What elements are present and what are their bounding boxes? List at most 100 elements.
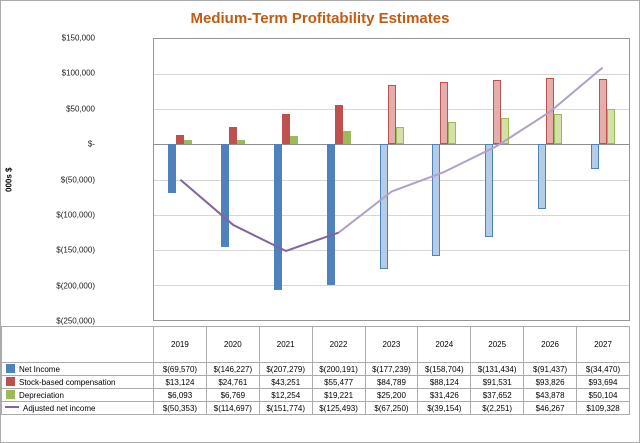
bar-net-income-2022 — [326, 144, 335, 285]
y-axis-tick-labels: $150,000 $100,000 $50,000 $- $(50,000) $(100,… — [1, 34, 97, 326]
cell-depreciation-2019: $6,093 — [153, 388, 207, 402]
legend-label: Net Income — [19, 365, 60, 374]
cell-depreciation-2020: $6,769 — [205, 388, 260, 402]
adjusted-net-income-line-layer — [154, 39, 629, 320]
gridline — [154, 74, 629, 76]
legend-stock-based-compensation: Stock-based compensation — [1, 375, 154, 389]
cell-adjusted-net-income-2019: $(50,353) — [153, 401, 207, 415]
zero-axis-line — [154, 144, 629, 146]
bars-layer — [154, 39, 629, 320]
legend-depreciation: Depreciation — [1, 388, 154, 402]
cell-stock-based-compensation-2020: $24,761 — [205, 375, 260, 389]
cell-net-income-2027: $(34,470) — [576, 362, 630, 376]
bar-depreciation-2025 — [501, 117, 510, 145]
cell-depreciation-2024: $31,426 — [417, 388, 472, 402]
bar-net-income-2025 — [485, 144, 494, 237]
cell-adjusted-net-income-2024: $(39,154) — [417, 401, 472, 415]
y-tick-label: $100,000 — [61, 68, 95, 78]
y-tick-label: $(250,000) — [56, 316, 95, 326]
cell-net-income-2022: $(200,191) — [311, 362, 366, 376]
bar-stock-based-compensation-2021 — [281, 113, 290, 145]
depreciation-legend-key-icon — [6, 390, 15, 399]
bar-net-income-2026 — [537, 144, 546, 209]
cell-stock-based-compensation-2024: $88,124 — [417, 375, 472, 389]
bar-depreciation-2022 — [342, 130, 351, 145]
cell-adjusted-net-income-2022: $(125,493) — [311, 401, 366, 415]
cell-net-income-2025: $(131,434) — [470, 362, 525, 376]
legend-label: Adjusted net income — [23, 403, 96, 413]
cell-adjusted-net-income-2020: $(114,697) — [205, 401, 260, 415]
chart-region: 000s $ $150,000 $100,000 $50,000 $- $(50,000… — [1, 34, 639, 326]
adjusted-net-income-line-actual — [180, 180, 338, 251]
bar-stock-based-compensation-2022 — [334, 105, 343, 145]
cell-stock-based-compensation-2025: $91,531 — [470, 375, 525, 389]
gridline — [154, 284, 629, 286]
year-header-2019: 2019 — [153, 326, 207, 363]
cell-adjusted-net-income-2025: $(2,251) — [470, 401, 525, 415]
bar-depreciation-2027 — [606, 109, 615, 145]
cell-depreciation-2022: $19,221 — [311, 388, 366, 402]
y-tick-label: $150,000 — [61, 33, 95, 43]
bar-net-income-2027 — [590, 144, 599, 169]
legend-net-income: Net Income — [1, 362, 154, 376]
bar-stock-based-compensation-2023 — [387, 84, 396, 145]
adjusted-net-income-line-estimate — [339, 68, 603, 233]
table-row-net-income: Net Income $(69,570) $(146,227) $(207,279) $… — [1, 362, 630, 376]
bar-stock-based-compensation-2025 — [493, 80, 502, 145]
year-header-2022: 2022 — [311, 326, 366, 363]
data-table: 2019 2020 2021 2022 2023 2024 2025 2026 2027 Net … — [1, 326, 630, 415]
legend-label: Stock-based compensation — [19, 378, 116, 387]
cell-net-income-2021: $(207,279) — [258, 362, 313, 376]
bar-stock-based-compensation-2020 — [229, 126, 238, 145]
cell-stock-based-compensation-2022: $55,477 — [311, 375, 366, 389]
bar-net-income-2023 — [379, 144, 388, 269]
chart-title: Medium-Term Profitability Estimates — [190, 10, 450, 27]
bar-stock-based-compensation-2027 — [598, 78, 607, 145]
net-income-legend-key-icon — [6, 364, 15, 373]
bar-stock-based-compensation-2024 — [440, 82, 449, 145]
bar-net-income-2021 — [273, 144, 282, 290]
year-header-2024: 2024 — [417, 326, 472, 363]
gridline — [154, 214, 629, 216]
bar-depreciation-2024 — [448, 122, 457, 145]
table-row-stock-based-compensation: Stock-based compensation $13,124 $24,761 $4… — [1, 375, 630, 389]
bar-net-income-2019 — [168, 144, 177, 194]
y-tick-label: $- — [87, 139, 95, 149]
legend-label: Depreciation — [19, 391, 64, 400]
bar-net-income-2020 — [221, 144, 230, 248]
y-tick-label: $50,000 — [66, 104, 95, 114]
stock-based-compensation-legend-key-icon — [6, 377, 15, 386]
cell-depreciation-2021: $12,254 — [258, 388, 313, 402]
cell-depreciation-2026: $43,878 — [523, 388, 577, 402]
bar-depreciation-2023 — [395, 126, 404, 145]
cell-adjusted-net-income-2027: $109,328 — [576, 401, 630, 415]
y-tick-label: $(100,000) — [56, 210, 95, 220]
cell-depreciation-2027: $50,104 — [576, 388, 630, 402]
cell-adjusted-net-income-2021: $(151,774) — [258, 401, 313, 415]
y-tick-label: $(50,000) — [60, 175, 95, 184]
gridline — [154, 179, 629, 181]
cell-depreciation-2023: $25,200 — [364, 388, 419, 402]
cell-adjusted-net-income-2023: $(67,250) — [364, 401, 419, 415]
bar-depreciation-2020 — [237, 139, 246, 145]
cell-net-income-2019: $(69,570) — [153, 362, 207, 376]
table-row-depreciation: Depreciation $6,093 $6,769 $12,254 $19,221 $2… — [1, 388, 630, 402]
plot-area — [153, 38, 630, 321]
cell-net-income-2024: $(158,704) — [417, 362, 472, 376]
year-header-2020: 2020 — [205, 326, 260, 363]
cell-net-income-2023: $(177,239) — [364, 362, 419, 376]
bar-net-income-2024 — [432, 144, 441, 256]
cell-stock-based-compensation-2019: $13,124 — [153, 375, 207, 389]
year-header-2026: 2026 — [523, 326, 577, 363]
table-corner-cell — [1, 326, 154, 363]
y-tick-label: $(150,000) — [56, 245, 95, 255]
bar-depreciation-2021 — [289, 135, 298, 145]
year-header-2023: 2023 — [364, 326, 419, 363]
cell-stock-based-compensation-2026: $93,826 — [523, 375, 577, 389]
year-header-2025: 2025 — [470, 326, 525, 363]
adjusted-net-income-legend-key-icon — [5, 405, 19, 408]
table-year-row: 2019 2020 2021 2022 2023 2024 2025 2026 2027 — [1, 326, 630, 363]
gridline — [154, 249, 629, 251]
bar-depreciation-2026 — [553, 113, 562, 145]
